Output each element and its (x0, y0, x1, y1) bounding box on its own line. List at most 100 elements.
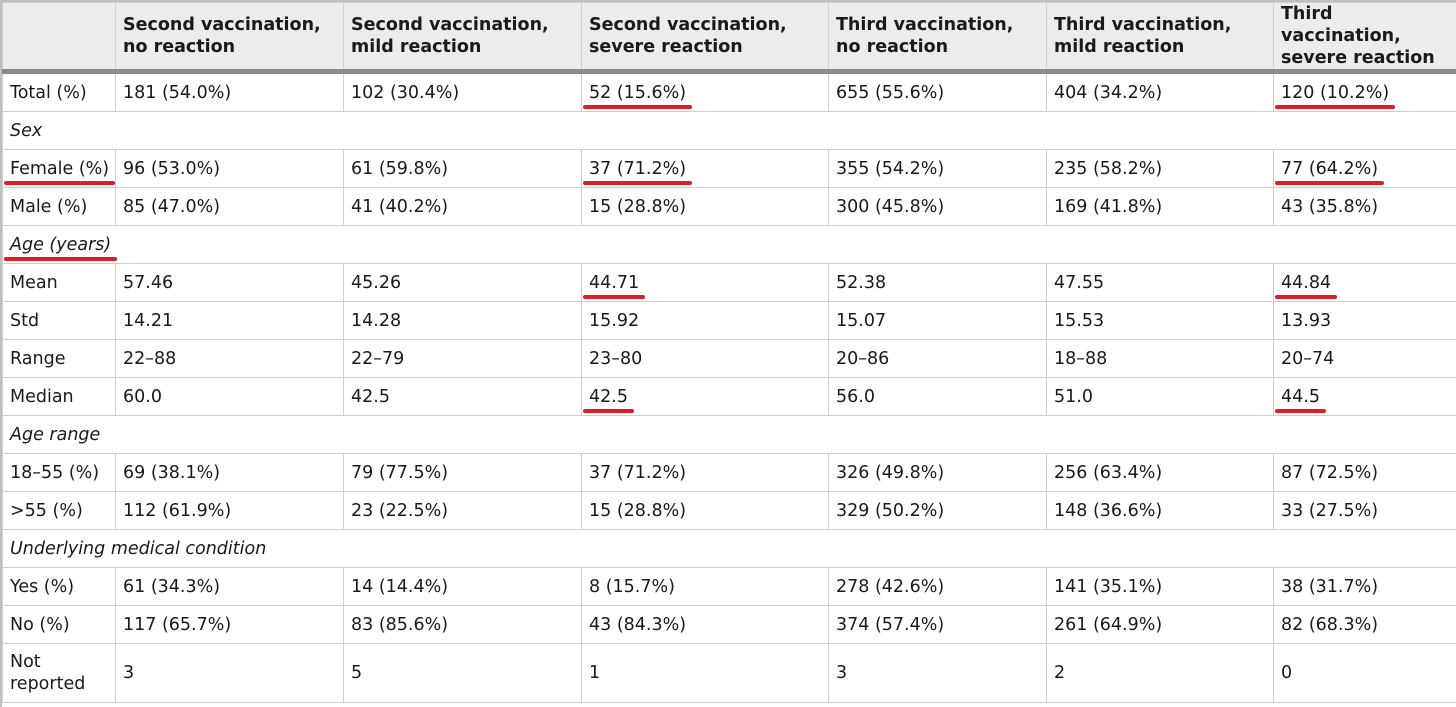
value-cell: 1 (581, 643, 829, 703)
cell-value: 15 (28.8%) (589, 196, 687, 217)
row-label-cell: No (%) (2, 605, 116, 644)
cell-value: 15.53 (1054, 310, 1105, 331)
table-row: >55 (%) 112 (61.9%) 23 (22.5%) 15 (28.8%) 32… (2, 491, 1456, 530)
value-cell: 23 (22.5%) (343, 491, 582, 530)
value-cell: 37 (71.2%) (581, 453, 829, 492)
value-cell: 112 (61.9%) (115, 491, 344, 530)
table-row: Std 14.21 14.28 15.92 15.07 15.53 13.93 (2, 301, 1456, 340)
row-label-cell: Female (%) (2, 149, 116, 188)
table-row: Total (%) 181 (54.0%) 102 (30.4%) 52 (15.6%… (2, 71, 1456, 112)
value-cell: 79 (77.5%) (343, 453, 582, 492)
value-cell: 42.5 (581, 377, 829, 416)
table-row: 18–55 (%) 69 (38.1%) 79 (77.5%) 37 (71.2%) 3… (2, 453, 1456, 492)
cell-value: 278 (42.6%) (836, 576, 945, 597)
cell-value: 52.38 (836, 272, 887, 293)
cell-value: 141 (35.1%) (1054, 576, 1163, 597)
cell-value: 82 (68.3%) (1281, 614, 1379, 635)
cell-value-highlighted: 44.71 (582, 272, 646, 299)
value-cell: 20–74 (1273, 339, 1456, 378)
value-cell: 120 (10.2%) (1273, 71, 1456, 112)
cell-value: 51.0 (1054, 386, 1093, 407)
value-cell: 3 (828, 643, 1047, 703)
value-cell: 404 (34.2%) (1046, 71, 1274, 112)
cell-value: 15 (28.8%) (589, 500, 687, 521)
table-row: Yes (%) 61 (34.3%) 14 (14.4%) 8 (15.7%) 278 … (2, 567, 1456, 606)
value-cell: 102 (30.4%) (343, 71, 582, 112)
column-header: Second vaccination, no reaction (115, 2, 344, 74)
cell-value: 404 (34.2%) (1054, 82, 1163, 103)
cell-value: 33 (27.5%) (1281, 500, 1379, 521)
cell-value: 15.07 (836, 310, 887, 331)
table-header: Second vaccination, no reaction Second va… (2, 2, 1456, 74)
cell-value: 655 (55.6%) (836, 82, 945, 103)
cell-value: 117 (65.7%) (123, 614, 232, 635)
header-corner-cell (2, 2, 116, 74)
row-label: Male (%) (10, 196, 88, 217)
column-header: Third vaccination, mild reaction (1046, 2, 1274, 74)
value-cell: 87 (72.5%) (1273, 453, 1456, 492)
cell-value: 61 (59.8%) (351, 158, 449, 179)
cell-value: 13.93 (1281, 310, 1332, 331)
table-row: Female (%) 96 (53.0%) 61 (59.8%) 37 (71.2%)… (2, 149, 1456, 188)
cell-value: 256 (63.4%) (1054, 462, 1163, 483)
value-cell: 15.07 (828, 301, 1047, 340)
value-cell: 44.71 (581, 263, 829, 302)
value-cell: 41 (40.2%) (343, 187, 582, 226)
table-row: Male (%) 85 (47.0%) 41 (40.2%) 15 (28.8%) 30… (2, 187, 1456, 226)
cell-value: 374 (57.4%) (836, 614, 945, 635)
value-cell: 42.5 (343, 377, 582, 416)
cell-value: 3 (836, 663, 848, 683)
column-header: Third vaccination, severe reaction (1273, 2, 1456, 74)
cell-value-highlighted: 42.5 (583, 386, 634, 413)
cell-value: 43 (84.3%) (589, 614, 687, 635)
column-header: Second vaccination, mild reaction (343, 2, 582, 74)
cell-value-highlighted: 37 (71.2%) (582, 158, 693, 185)
cell-value: 22–79 (351, 348, 405, 369)
value-cell: 33 (27.5%) (1273, 491, 1456, 530)
cell-value: 261 (64.9%) (1054, 614, 1163, 635)
cell-value: 42.5 (351, 386, 390, 407)
value-cell: 300 (45.8%) (828, 187, 1047, 226)
value-cell: 261 (64.9%) (1046, 605, 1274, 644)
cell-value-highlighted: 120 (10.2%) (1274, 82, 1396, 109)
row-label: Mean (10, 272, 58, 293)
section-row: Age (years) (2, 225, 1456, 264)
row-label-highlighted: Female (%) (3, 158, 115, 185)
value-cell: 181 (54.0%) (115, 71, 344, 112)
row-label-cell: Median (2, 377, 116, 416)
cell-value: 60.0 (123, 386, 162, 407)
cell-value: 47.55 (1054, 272, 1105, 293)
value-cell: 61 (59.8%) (343, 149, 582, 188)
value-cell: 8 (15.7%) (581, 567, 829, 606)
cell-value: 1 (589, 663, 601, 683)
value-cell: 82 (68.3%) (1273, 605, 1456, 644)
cell-value: 57.46 (123, 272, 174, 293)
cell-value: 96 (53.0%) (123, 158, 221, 179)
row-label: Std (10, 310, 40, 331)
value-cell: 15 (28.8%) (581, 187, 829, 226)
value-cell: 43 (84.3%) (581, 605, 829, 644)
cell-value: 3 (123, 663, 135, 683)
value-cell: 61 (34.3%) (115, 567, 344, 606)
value-cell: 47.55 (1046, 263, 1274, 302)
row-label: Not reported (10, 652, 86, 694)
cell-value-highlighted: 52 (15.6%) (582, 82, 693, 109)
cell-value: 45.26 (351, 272, 402, 293)
row-label-cell: 18–55 (%) (2, 453, 116, 492)
cell-value: 23 (22.5%) (351, 500, 449, 521)
section-row: Sex (2, 111, 1456, 150)
section-label-text: Sex (10, 120, 43, 141)
table-row: Mean 57.46 45.26 44.71 52.38 47.55 44.84 (2, 263, 1456, 302)
value-cell: 256 (63.4%) (1046, 453, 1274, 492)
cell-value-highlighted: 44.84 (1274, 272, 1338, 299)
cell-value: 83 (85.6%) (351, 614, 449, 635)
column-header: Second vaccination, severe reaction (581, 2, 829, 74)
value-cell: 14 (14.4%) (343, 567, 582, 606)
cell-value: 20–74 (1281, 348, 1335, 369)
cell-value-highlighted: 77 (64.2%) (1274, 158, 1385, 185)
value-cell: 56.0 (828, 377, 1047, 416)
cell-value: 56.0 (836, 386, 875, 407)
row-label: >55 (%) (10, 500, 83, 521)
cell-value: 326 (49.8%) (836, 462, 945, 483)
